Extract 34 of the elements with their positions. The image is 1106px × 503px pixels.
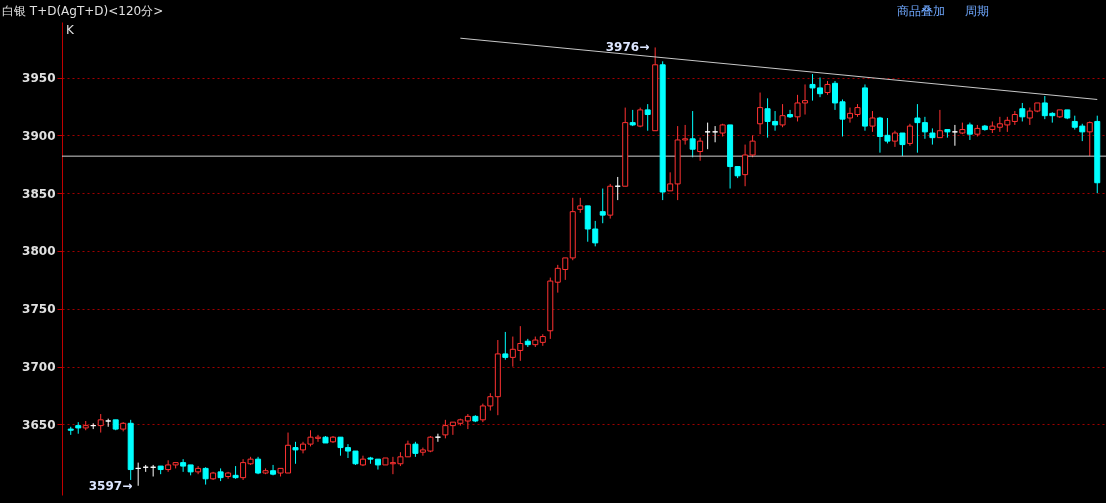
annotation: 3597→ [88, 478, 133, 493]
annotation: 3976→ [605, 40, 650, 55]
y-tick-label: 3900 [22, 128, 56, 143]
chart-title: 白银 T+D(AgT+D)<120分> [2, 4, 164, 18]
y-tick-label: 3950 [22, 71, 56, 86]
candlestick [689, 110, 696, 158]
y-tick-label: 3850 [22, 186, 56, 201]
candlestick [599, 188, 606, 224]
candlestick [779, 103, 786, 128]
y-tick-label: 3700 [22, 360, 56, 375]
y-tick-label: 3650 [22, 417, 56, 432]
candlestick [712, 125, 719, 143]
annotation: K [66, 23, 75, 37]
candlestick [936, 109, 943, 139]
candlestick [1019, 102, 1026, 122]
candlestick [1086, 120, 1093, 157]
candlestick [757, 92, 764, 135]
text: 周期 [965, 4, 989, 18]
y-tick-label: 3800 [22, 244, 56, 259]
y-tick-label: 3750 [22, 302, 56, 317]
candlestick [292, 441, 299, 465]
candlestick [704, 122, 711, 150]
candlestick [951, 124, 958, 147]
candlestick [97, 413, 104, 434]
candlestick [899, 132, 906, 157]
candlestick [502, 331, 509, 361]
candlestick [787, 109, 794, 119]
candlestick [667, 171, 674, 192]
candlestick [644, 103, 651, 132]
candlestick [906, 123, 913, 147]
text: 商品叠加 [897, 4, 945, 18]
candlestick [697, 137, 704, 162]
candlestick [869, 110, 876, 133]
candlestick [270, 464, 277, 476]
